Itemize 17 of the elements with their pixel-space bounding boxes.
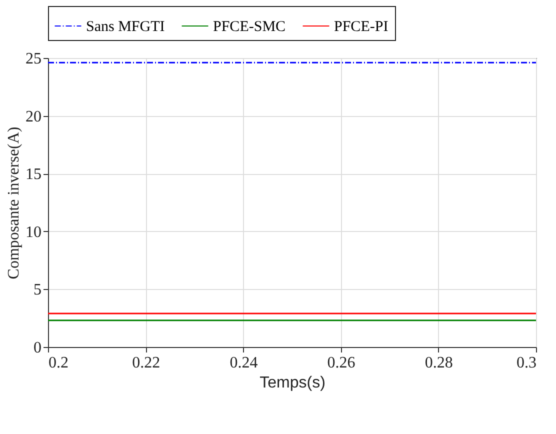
x-tick-label: 0.26 [327,354,356,372]
legend-label: Sans MFGTI [86,19,165,35]
y-tick-label: 25 [26,50,42,68]
y-tick-label: 5 [34,282,42,299]
y-axis-title: Composante inverse(A) [6,126,22,280]
x-axis-title: Temps(s) [260,374,326,392]
y-tick-label: 15 [26,166,42,184]
y-tick-label: 20 [26,108,42,126]
x-tick-label: 0.3 [516,354,536,372]
y-tick-label: 10 [26,224,42,241]
y-tick-label: 0 [34,340,42,356]
x-tick-label: 0.22 [132,354,160,372]
legend-label: PFCE-PI [334,19,388,35]
legend-label: PFCE-SMC [213,19,286,35]
x-tick-label: 0.24 [230,354,258,372]
x-tick-label: 0.2 [48,354,68,372]
x-tick-label: 0.28 [424,354,453,372]
